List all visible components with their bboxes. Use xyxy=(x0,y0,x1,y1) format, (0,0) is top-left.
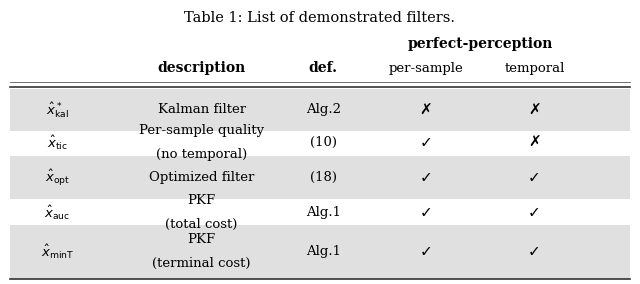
Text: perfect-perception: perfect-perception xyxy=(407,37,553,51)
Text: ✓: ✓ xyxy=(419,135,432,150)
Text: description: description xyxy=(157,61,246,75)
Text: $\hat{x}_{\mathrm{auc}}$: $\hat{x}_{\mathrm{auc}}$ xyxy=(44,203,71,222)
Text: (10): (10) xyxy=(310,136,337,149)
Text: Optimized filter: Optimized filter xyxy=(149,171,254,184)
Text: $\hat{x}_{\mathrm{minT}}$: $\hat{x}_{\mathrm{minT}}$ xyxy=(41,243,74,261)
Text: Alg.1: Alg.1 xyxy=(306,245,340,258)
Text: $\hat{x}_{\mathrm{tic}}$: $\hat{x}_{\mathrm{tic}}$ xyxy=(47,134,68,152)
Text: (no temporal): (no temporal) xyxy=(156,148,247,161)
Text: (18): (18) xyxy=(310,171,337,184)
Text: ✗: ✗ xyxy=(419,103,432,117)
Bar xyxy=(10,156,630,199)
Text: $\hat{x}^*_{\mathrm{kal}}$: $\hat{x}^*_{\mathrm{kal}}$ xyxy=(46,100,69,120)
Text: per-sample: per-sample xyxy=(388,62,463,75)
Bar xyxy=(10,89,630,131)
Text: ✗: ✗ xyxy=(528,103,541,117)
Text: PKF: PKF xyxy=(188,233,216,247)
Text: temporal: temporal xyxy=(504,62,564,75)
Text: ✓: ✓ xyxy=(419,205,432,220)
Text: ✓: ✓ xyxy=(528,170,541,185)
Text: ✓: ✓ xyxy=(528,205,541,220)
Text: ✓: ✓ xyxy=(419,170,432,185)
Text: Per-sample quality: Per-sample quality xyxy=(139,124,264,137)
Text: Alg.2: Alg.2 xyxy=(306,103,340,116)
Text: ✓: ✓ xyxy=(419,245,432,259)
Text: def.: def. xyxy=(308,61,338,75)
Text: PKF: PKF xyxy=(188,194,216,207)
Text: ✗: ✗ xyxy=(528,135,541,150)
Text: (terminal cost): (terminal cost) xyxy=(152,257,251,270)
Text: Table 1: List of demonstrated filters.: Table 1: List of demonstrated filters. xyxy=(184,11,456,26)
Text: Alg.1: Alg.1 xyxy=(306,206,340,219)
Text: (total cost): (total cost) xyxy=(165,218,238,231)
Text: $\hat{x}_{\mathrm{opt}}$: $\hat{x}_{\mathrm{opt}}$ xyxy=(45,168,70,188)
Bar xyxy=(10,225,630,279)
Text: Kalman filter: Kalman filter xyxy=(157,103,246,116)
Text: ✓: ✓ xyxy=(528,245,541,259)
